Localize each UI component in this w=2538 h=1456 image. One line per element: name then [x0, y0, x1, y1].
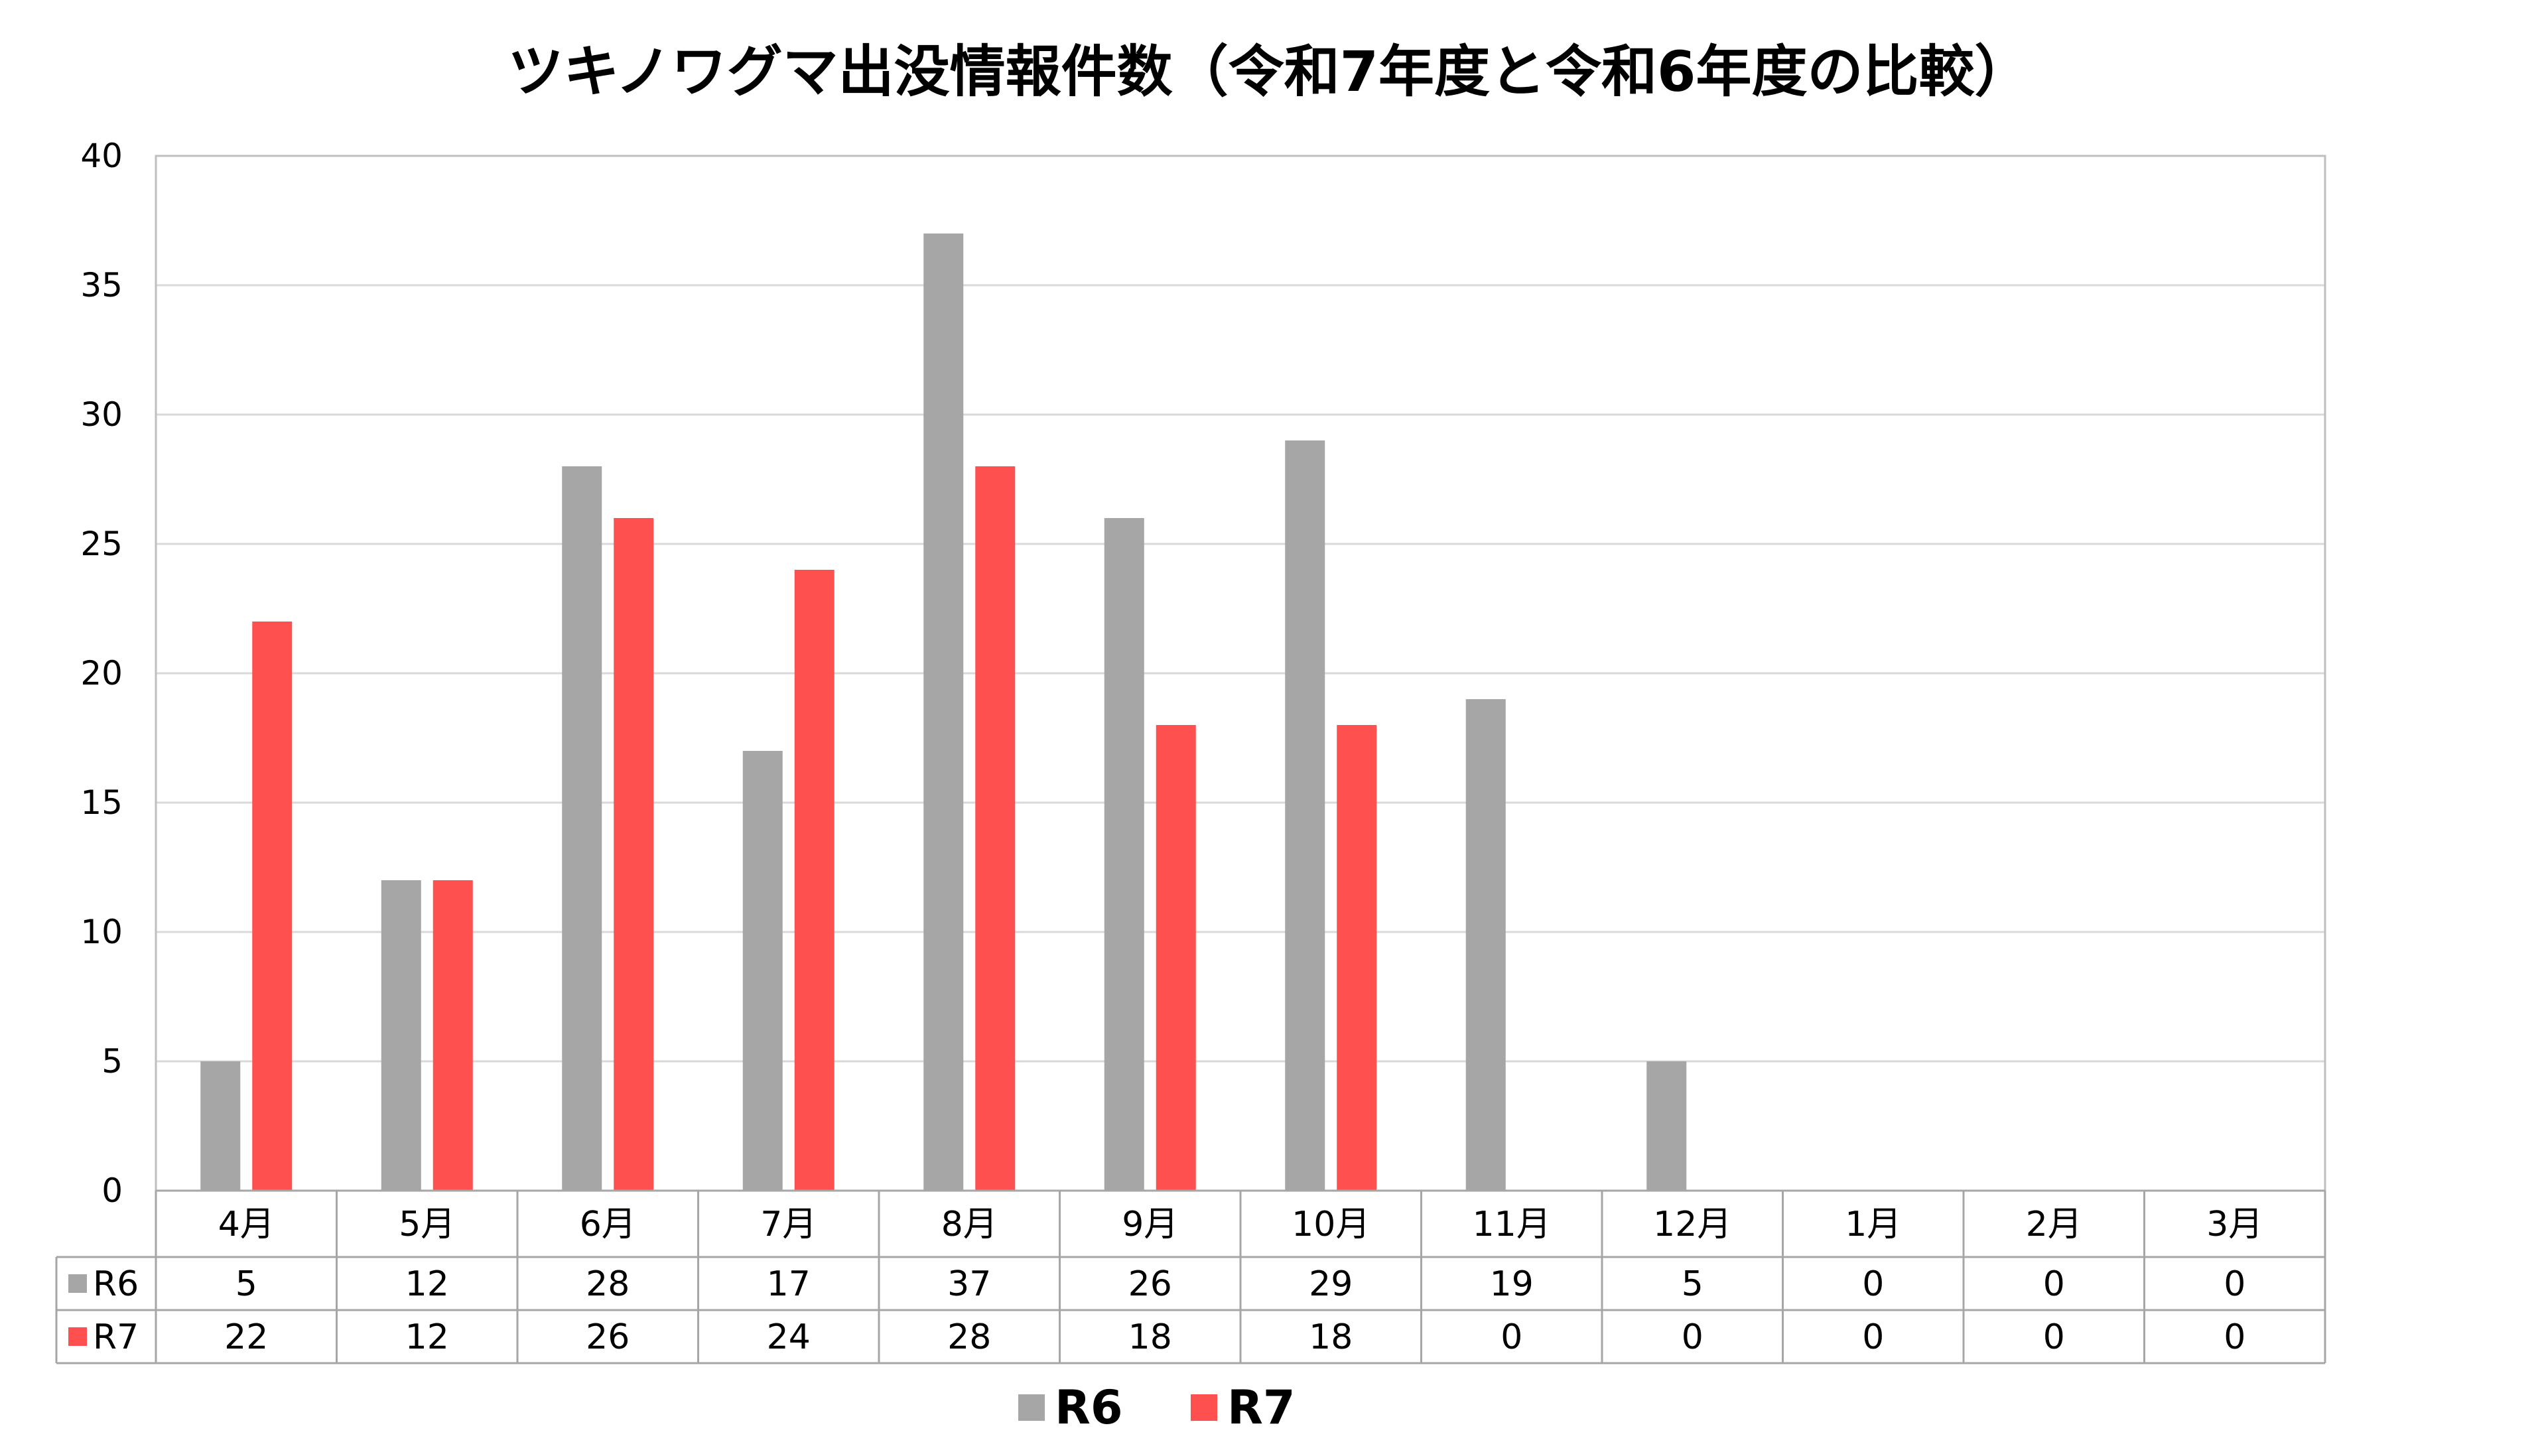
table-cell: 12 [405, 1264, 449, 1304]
table-cell: 12 [405, 1317, 449, 1357]
x-category-label: 12月 [1653, 1205, 1731, 1244]
y-tick-label: 30 [80, 395, 123, 434]
y-tick-label: 40 [80, 137, 123, 175]
bar-r6-5月 [381, 880, 421, 1191]
table-legend-key-r6 [68, 1274, 87, 1293]
table-row-label: R7 [93, 1317, 139, 1357]
y-tick-label: 5 [101, 1042, 123, 1081]
gridlines [156, 155, 2325, 1063]
table-cell: 0 [1501, 1317, 1522, 1357]
chart-title: ツキノワグマ出没情報件数（令和7年度と令和6年度の比較） [507, 39, 2030, 104]
table-cell: 28 [586, 1264, 630, 1304]
table-cell: 29 [1309, 1264, 1353, 1304]
legend-key-r7 [1191, 1394, 1217, 1421]
table-legend-key-r7 [68, 1327, 87, 1346]
bar-r7-4月 [252, 622, 293, 1191]
y-tick-label: 35 [80, 266, 123, 304]
bar-r6-8月 [923, 233, 964, 1191]
y-tick-label: 20 [80, 654, 123, 693]
x-category-label: 10月 [1292, 1205, 1370, 1244]
bar-r6-12月 [1646, 1061, 1687, 1191]
y-tick-label: 10 [80, 913, 123, 951]
table-cell: 28 [947, 1317, 991, 1357]
bar-r6-11月 [1465, 699, 1506, 1191]
bar-r6-9月 [1104, 518, 1144, 1191]
table-cell: 37 [947, 1264, 991, 1304]
table-cell: 22 [224, 1317, 268, 1357]
y-tick-label: 15 [80, 783, 123, 822]
legend-label-r6: R6 [1055, 1380, 1123, 1435]
legend-label-r7: R7 [1227, 1380, 1296, 1435]
x-category-label: 7月 [760, 1205, 817, 1244]
table-cell: 26 [1128, 1264, 1172, 1304]
table-cell: 0 [1862, 1264, 1884, 1304]
bar-r7-8月 [975, 466, 1016, 1191]
x-category-label: 4月 [218, 1205, 275, 1244]
bar-r6-4月 [200, 1061, 241, 1191]
table-cell: 18 [1309, 1317, 1353, 1357]
table-cell: 5 [235, 1264, 257, 1304]
bar-r7-10月 [1337, 725, 1377, 1191]
table-cell: 0 [1862, 1317, 1884, 1357]
bar-r6-10月 [1285, 440, 1325, 1191]
table-cell: 18 [1128, 1317, 1172, 1357]
y-tick-label: 0 [101, 1171, 123, 1210]
bar-r6-6月 [562, 466, 602, 1191]
x-category-label: 11月 [1473, 1205, 1551, 1244]
table-cell: 0 [1682, 1317, 1703, 1357]
table-cell: 26 [586, 1317, 630, 1357]
table-cell: 5 [1682, 1264, 1703, 1304]
bar-r7-5月 [433, 880, 473, 1191]
legend: R6 R7 [1018, 1380, 1296, 1435]
table-cell: 0 [2043, 1317, 2065, 1357]
x-category-label: 6月 [580, 1205, 636, 1244]
x-category-label: 8月 [941, 1205, 998, 1244]
table-cell: 24 [767, 1317, 811, 1357]
x-category-label: 2月 [2026, 1205, 2082, 1244]
x-category-label: 3月 [2206, 1205, 2263, 1244]
bar-r7-7月 [794, 570, 835, 1191]
bars [200, 233, 1687, 1191]
axes: 0 5 10 15 20 25 30 35 40 [80, 137, 2326, 1210]
legend-key-r6 [1018, 1394, 1045, 1421]
table-cell: 0 [2224, 1264, 2245, 1304]
bar-r7-9月 [1156, 725, 1196, 1191]
x-category-label: 5月 [399, 1205, 455, 1244]
table-row-label: R6 [93, 1264, 139, 1304]
table-cell: 0 [2224, 1317, 2245, 1357]
table-cell: 19 [1490, 1264, 1534, 1304]
x-category-label: 1月 [1845, 1205, 1901, 1244]
table-cell: 0 [2043, 1264, 2065, 1304]
data-table: 4月 5月 6月 7月 8月 9月 10月 11月 12月 1月 2月 3月 R6 5 12 28 17 37 26… [55, 1189, 2326, 1364]
bar-r6-7月 [742, 751, 783, 1191]
table-cell: 17 [767, 1264, 811, 1304]
bar-r7-6月 [614, 518, 654, 1191]
x-category-label: 9月 [1122, 1205, 1178, 1244]
y-tick-label: 25 [80, 525, 123, 563]
